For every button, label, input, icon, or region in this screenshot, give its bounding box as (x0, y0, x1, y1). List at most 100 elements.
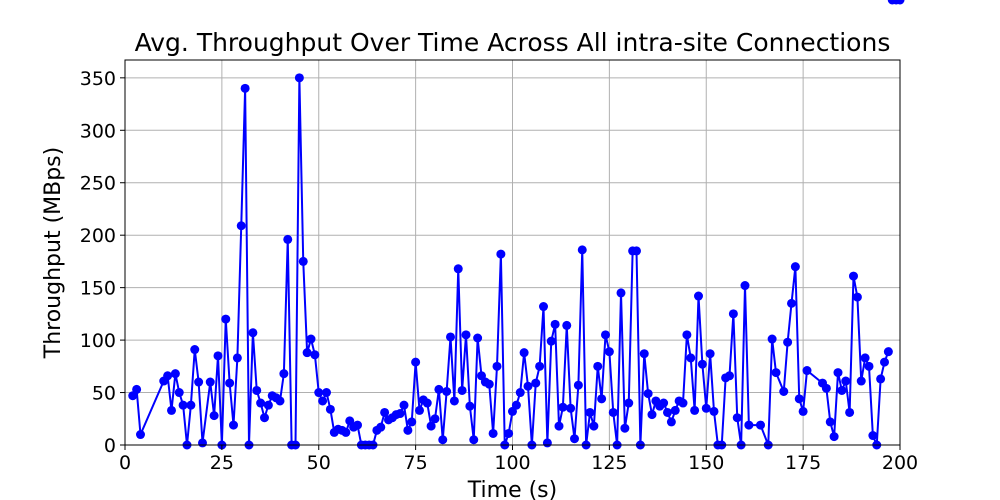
data-point (310, 350, 320, 360)
data-point (771, 368, 781, 378)
data-point (488, 428, 498, 438)
data-point (484, 379, 494, 389)
data-point (457, 385, 467, 395)
y-tick-label: 50 (92, 383, 116, 405)
data-point (694, 291, 703, 301)
data-point (880, 357, 889, 367)
data-point (399, 400, 409, 410)
data-point (178, 400, 188, 410)
data-point (403, 425, 413, 435)
data-point (221, 314, 231, 324)
data-point (298, 256, 308, 266)
data-point (426, 421, 436, 431)
data-point (205, 377, 215, 387)
data-point (589, 421, 599, 431)
data-point (864, 361, 874, 371)
data-point (353, 420, 362, 430)
data-point (504, 428, 514, 438)
data-point (229, 420, 238, 430)
y-axis-label: Throughput (MBps) (41, 147, 66, 359)
data-point (876, 374, 886, 384)
data-point (213, 351, 223, 361)
series-line (131, 76, 890, 446)
x-tick-label: 75 (404, 452, 428, 474)
data-point (194, 377, 204, 387)
data-point (449, 396, 459, 406)
x-axis-ticks: 0 25 50 75 100 125 150 175 200 (119, 445, 918, 474)
data-point (535, 361, 545, 371)
data-point (341, 427, 351, 437)
data-point (225, 378, 235, 388)
data-point (728, 309, 738, 319)
data-point (663, 407, 672, 417)
data-point (802, 366, 812, 376)
data-point (446, 332, 455, 342)
data-point (531, 378, 541, 388)
data-point (132, 384, 142, 394)
data-point (604, 347, 614, 357)
data-point (697, 359, 707, 369)
data-point (841, 376, 851, 386)
data-point (209, 411, 219, 421)
data-point (170, 369, 180, 379)
data-point (422, 398, 432, 408)
data-point (442, 386, 452, 396)
data-point (825, 417, 835, 427)
data-point (740, 281, 750, 291)
data-point (411, 357, 421, 367)
data-point (469, 435, 479, 445)
data-point (294, 73, 304, 83)
data-point (783, 337, 793, 347)
data-point (833, 368, 843, 378)
data-point (461, 330, 471, 340)
data-point (821, 383, 831, 393)
data-point (539, 302, 548, 312)
data-point (577, 245, 587, 255)
data-point (852, 292, 862, 302)
y-tick-label: 0 (104, 435, 116, 457)
data-point (260, 413, 269, 423)
data-point (666, 417, 676, 427)
data-point (593, 361, 603, 371)
x-tick-label: 50 (307, 452, 331, 474)
y-axis-ticks: 0 50 100 150 200 250 300 350 (80, 68, 125, 457)
data-point (701, 403, 711, 413)
data-point (465, 401, 475, 411)
data-point (438, 435, 448, 445)
data-point (725, 371, 734, 381)
data-point (523, 381, 533, 391)
data-point (554, 421, 564, 431)
data-point (550, 319, 560, 329)
x-tick-label: 150 (688, 452, 724, 474)
data-point (690, 405, 700, 415)
data-point (678, 398, 688, 408)
data-point (318, 396, 328, 406)
data-point (779, 386, 789, 396)
data-point (620, 423, 630, 433)
data-point (756, 420, 765, 430)
data-point (376, 422, 386, 432)
y-tick-label: 100 (80, 330, 116, 352)
data-point (263, 400, 273, 410)
data-point (415, 405, 424, 415)
y-tick-label: 250 (80, 173, 116, 195)
data-point (686, 353, 696, 363)
data-point (186, 400, 196, 410)
data-point (167, 405, 176, 415)
x-tick-label: 100 (494, 452, 530, 474)
data-point (546, 336, 556, 346)
data-point (492, 361, 502, 371)
data-point (794, 394, 804, 404)
data-point (558, 402, 568, 412)
data-point (519, 348, 529, 358)
data-point (542, 438, 552, 448)
data-point (190, 345, 200, 355)
data-point (787, 298, 796, 308)
data-point (632, 246, 641, 256)
data-point (682, 330, 692, 340)
data-points (128, 0, 905, 450)
data-point (279, 369, 289, 379)
data-point (647, 410, 657, 420)
data-point (573, 380, 583, 390)
